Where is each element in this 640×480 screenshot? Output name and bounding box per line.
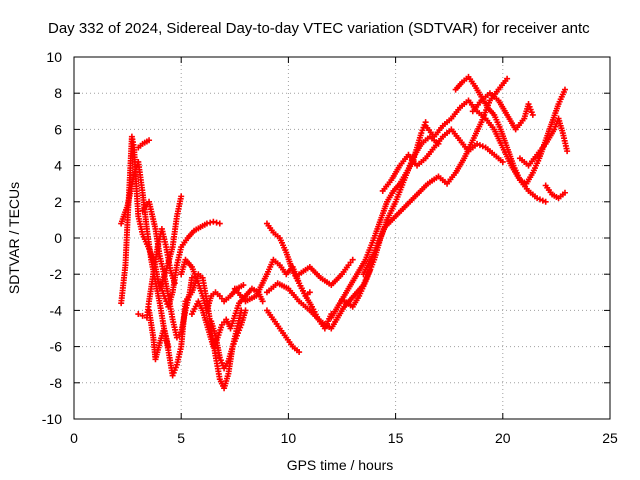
y-tick-label: 0 (54, 230, 62, 246)
plus-marker (135, 311, 142, 318)
plus-marker (499, 158, 506, 165)
plus-marker (216, 220, 223, 227)
plus-marker (306, 289, 313, 296)
y-tick-label: 4 (54, 158, 62, 174)
x-tick-label: 10 (281, 430, 297, 446)
y-tick-label: 2 (54, 194, 62, 210)
plus-marker (259, 298, 266, 305)
plus-marker (349, 256, 356, 263)
plus-marker (542, 198, 549, 205)
plus-marker (178, 193, 185, 200)
y-tick-label: 10 (46, 49, 62, 65)
y-tick-label: -8 (50, 375, 63, 391)
x-tick-label: 25 (602, 430, 618, 446)
x-tick-label: 20 (495, 430, 511, 446)
plus-marker (240, 282, 247, 289)
plus-marker (561, 86, 568, 93)
plus-marker (296, 349, 303, 356)
plus-marker (210, 218, 217, 225)
plus-marker (242, 307, 249, 314)
axis-ticks: 0 5 10 15 20 25 -10 -8 -6 -4 -2 0 2 4 6 8 10 (42, 49, 618, 446)
y-tick-label: -6 (50, 339, 63, 355)
plus-marker (139, 312, 146, 319)
y-tick-label: -2 (50, 266, 63, 282)
grid-lines (74, 57, 610, 419)
plus-marker (203, 220, 210, 227)
plus-marker (207, 219, 214, 226)
y-tick-label: -10 (42, 411, 62, 427)
y-tick-label: 8 (54, 85, 62, 101)
plus-marker (165, 343, 172, 350)
chart-title: Day 332 of 2024, Sidereal Day-to-day VTE… (48, 20, 590, 37)
x-axis-label: GPS time / hours (287, 457, 394, 473)
plus-marker (561, 189, 568, 196)
x-tick-label: 15 (388, 430, 404, 446)
x-tick-label: 0 (70, 430, 78, 446)
plus-marker (504, 75, 511, 82)
x-tick-label: 5 (177, 430, 185, 446)
plus-marker (213, 219, 220, 226)
y-tick-label: 6 (54, 121, 62, 137)
data-markers (118, 73, 571, 392)
plus-marker (529, 111, 536, 118)
plus-marker (564, 148, 571, 155)
y-tick-label: -4 (50, 302, 63, 318)
y-axis-label: SDTVAR / TECUs (6, 182, 22, 294)
plus-marker (146, 137, 153, 144)
